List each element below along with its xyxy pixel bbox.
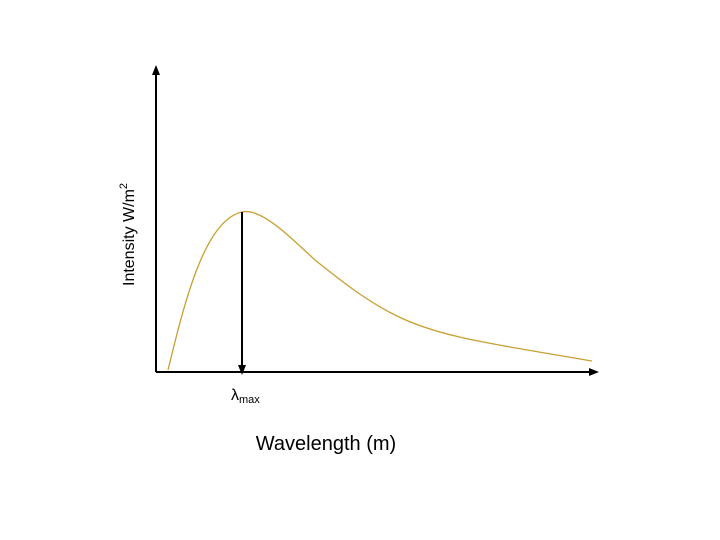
lambda-max-label: λmax	[231, 387, 260, 406]
y-axis-label: Intensity W/m2	[118, 183, 138, 286]
y-axis-label-superscript: 2	[118, 183, 130, 189]
x-axis-label: Wavelength (m)	[256, 433, 396, 455]
lambda-subscript: max	[239, 394, 260, 406]
y-axis-label-text: Intensity W/m	[121, 189, 138, 286]
intensity-curve	[167, 210, 593, 371]
lambda-symbol: λ	[231, 387, 239, 404]
